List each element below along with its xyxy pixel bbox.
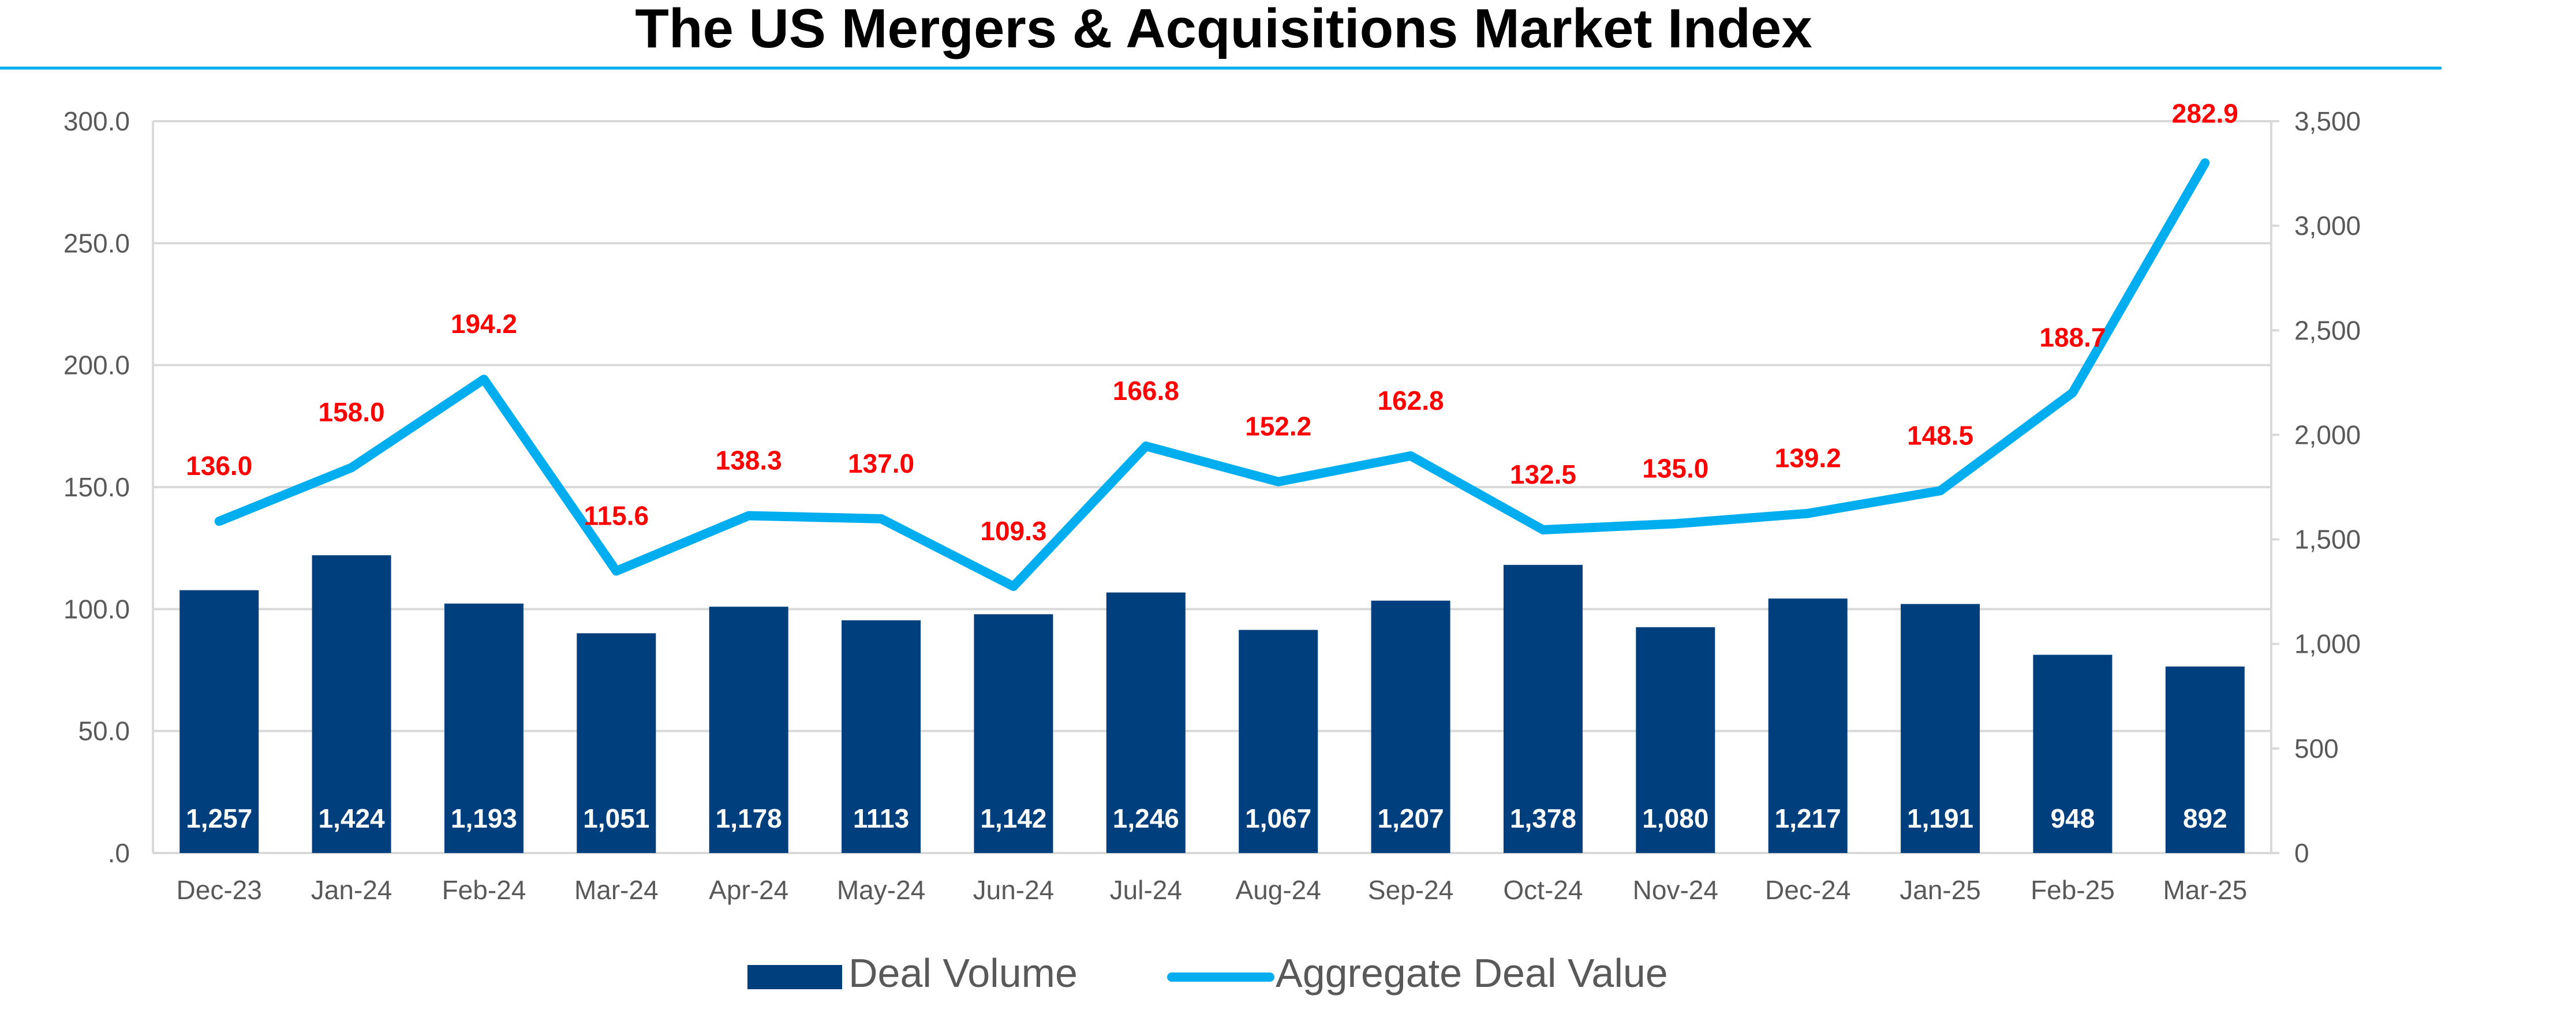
deal-volume-data-label: 1,217 <box>1775 803 1841 833</box>
right-y-axis: 0 500 1,000 1,500 2,000 2,500 3,000 3,500 <box>2271 106 2361 868</box>
left-axis-tick-label: 50.0 <box>78 716 130 746</box>
left-axis-tick-label: 100.0 <box>63 594 130 624</box>
deal-volume-data-label: 948 <box>2051 803 2095 833</box>
deal-volume-data-label: 1,207 <box>1378 803 1444 833</box>
x-axis-category-label: Apr-24 <box>709 875 788 905</box>
right-axis-tick-label: 1,000 <box>2294 629 2361 659</box>
x-axis-category-label: Mar-25 <box>2163 875 2247 905</box>
deal-volume-data-label: 1,142 <box>980 803 1046 833</box>
right-axis-tick-label: 1,500 <box>2294 525 2361 555</box>
x-axis-category-label: Jan-25 <box>1900 875 1981 905</box>
right-axis-tick-label: 2,500 <box>2294 315 2361 345</box>
left-axis-tick-label: 300.0 <box>63 106 130 136</box>
aggregate-deal-value-data-label: 282.9 <box>2172 98 2238 128</box>
aggregate-deal-value-data-label: 194.2 <box>451 309 517 339</box>
aggregate-deal-value-data-label: 109.3 <box>980 516 1046 546</box>
legend: Deal Volume Aggregate Deal Value <box>747 951 1668 996</box>
deal-volume-data-label: 1,378 <box>1510 803 1576 833</box>
deal-volume-data-label: 1,080 <box>1642 803 1708 833</box>
left-y-axis: .0 50.0 100.0 150.0 200.0 250.0 300.0 <box>63 106 130 868</box>
right-axis-tick-label: 3,500 <box>2294 106 2361 136</box>
legend-label-deal-volume: Deal Volume <box>848 951 1078 996</box>
aggregate-deal-value-data-label: 132.5 <box>1510 459 1576 489</box>
aggregate-deal-value-data-label: 166.8 <box>1113 376 1179 406</box>
deal-volume-data-label: 892 <box>2183 803 2227 833</box>
deal-volume-data-label: 1,424 <box>319 803 386 833</box>
aggregate-deal-value-data-label: 138.3 <box>716 445 782 475</box>
aggregate-deal-value-data-label: 136.0 <box>186 451 252 481</box>
aggregate-deal-value-data-label: 139.2 <box>1775 443 1841 473</box>
deal-volume-data-label: 1,178 <box>716 803 782 833</box>
x-axis-category-label: Nov-24 <box>1633 875 1718 905</box>
x-axis-category-label: Aug-24 <box>1236 875 1321 905</box>
x-axis-category-label: Jul-24 <box>1110 875 1182 905</box>
aggregate-deal-value-data-label: 137.0 <box>848 448 914 478</box>
aggregate-deal-value-data-label: 148.5 <box>1907 420 1973 450</box>
x-axis-category-label: Dec-23 <box>177 875 262 905</box>
x-axis-category-label: Jan-24 <box>311 875 392 905</box>
legend-swatch-deal-volume <box>747 965 842 989</box>
left-axis-tick-label: 150.0 <box>63 472 130 502</box>
deal-volume-data-label: 1,051 <box>583 803 649 833</box>
aggregate-deal-value-data-label: 188.7 <box>2039 322 2106 352</box>
chart-title: The US Mergers & Acquisitions Market Ind… <box>635 0 1812 59</box>
right-axis-tick-label: 500 <box>2294 734 2339 764</box>
x-axis-category-label: Oct-24 <box>1503 875 1583 905</box>
x-axis-category-label: Feb-24 <box>442 875 526 905</box>
right-axis-tick-label: 2,000 <box>2294 420 2361 450</box>
x-axis-category-label: Mar-24 <box>574 875 659 905</box>
legend-label-aggregate-deal-value: Aggregate Deal Value <box>1276 951 1668 996</box>
right-axis-tick-label: 3,000 <box>2294 211 2361 241</box>
aggregate-deal-value-data-label: 135.0 <box>1642 453 1708 483</box>
deal-volume-data-label: 1113 <box>853 803 909 833</box>
deal-volume-data-label: 1,067 <box>1245 803 1311 833</box>
x-axis: Dec-23 Jan-24 Feb-24 Mar-24 Apr-24 May-24 Jun-… <box>177 875 2248 905</box>
aggregate-deal-value-polyline <box>219 163 2205 586</box>
x-axis-category-label: Feb-25 <box>2031 875 2115 905</box>
aggregate-deal-value-labels: 136.0 158.0 194.2 115.6 138.3 137.0 109.3 166.8… <box>186 98 2238 546</box>
x-axis-category-label: Dec-24 <box>1765 875 1850 905</box>
deal-volume-data-label: 1,191 <box>1907 803 1973 833</box>
deal-volume-data-label: 1,193 <box>451 803 517 833</box>
x-axis-category-label: May-24 <box>837 875 925 905</box>
aggregate-deal-value-data-label: 162.8 <box>1378 386 1444 416</box>
left-axis-tick-label: .0 <box>108 838 130 868</box>
aggregate-deal-value-data-label: 115.6 <box>584 500 649 530</box>
deal-volume-labels: 1,257 1,424 1,193 1,051 1,178 1113 1,142 1,246 1… <box>186 803 2227 833</box>
deal-volume-data-label: 1,257 <box>186 803 252 833</box>
left-axis-tick-label: 250.0 <box>63 228 130 258</box>
aggregate-deal-value-data-label: 158.0 <box>319 397 385 427</box>
aggregate-deal-value-line <box>219 163 2205 586</box>
aggregate-deal-value-data-label: 152.2 <box>1245 412 1311 442</box>
x-axis-category-label: Jun-24 <box>973 875 1055 905</box>
deal-volume-data-label: 1,246 <box>1113 803 1179 833</box>
left-axis-tick-label: 200.0 <box>63 350 130 380</box>
x-axis-category-label: Sep-24 <box>1368 875 1453 905</box>
right-axis-tick-label: 0 <box>2294 838 2309 868</box>
